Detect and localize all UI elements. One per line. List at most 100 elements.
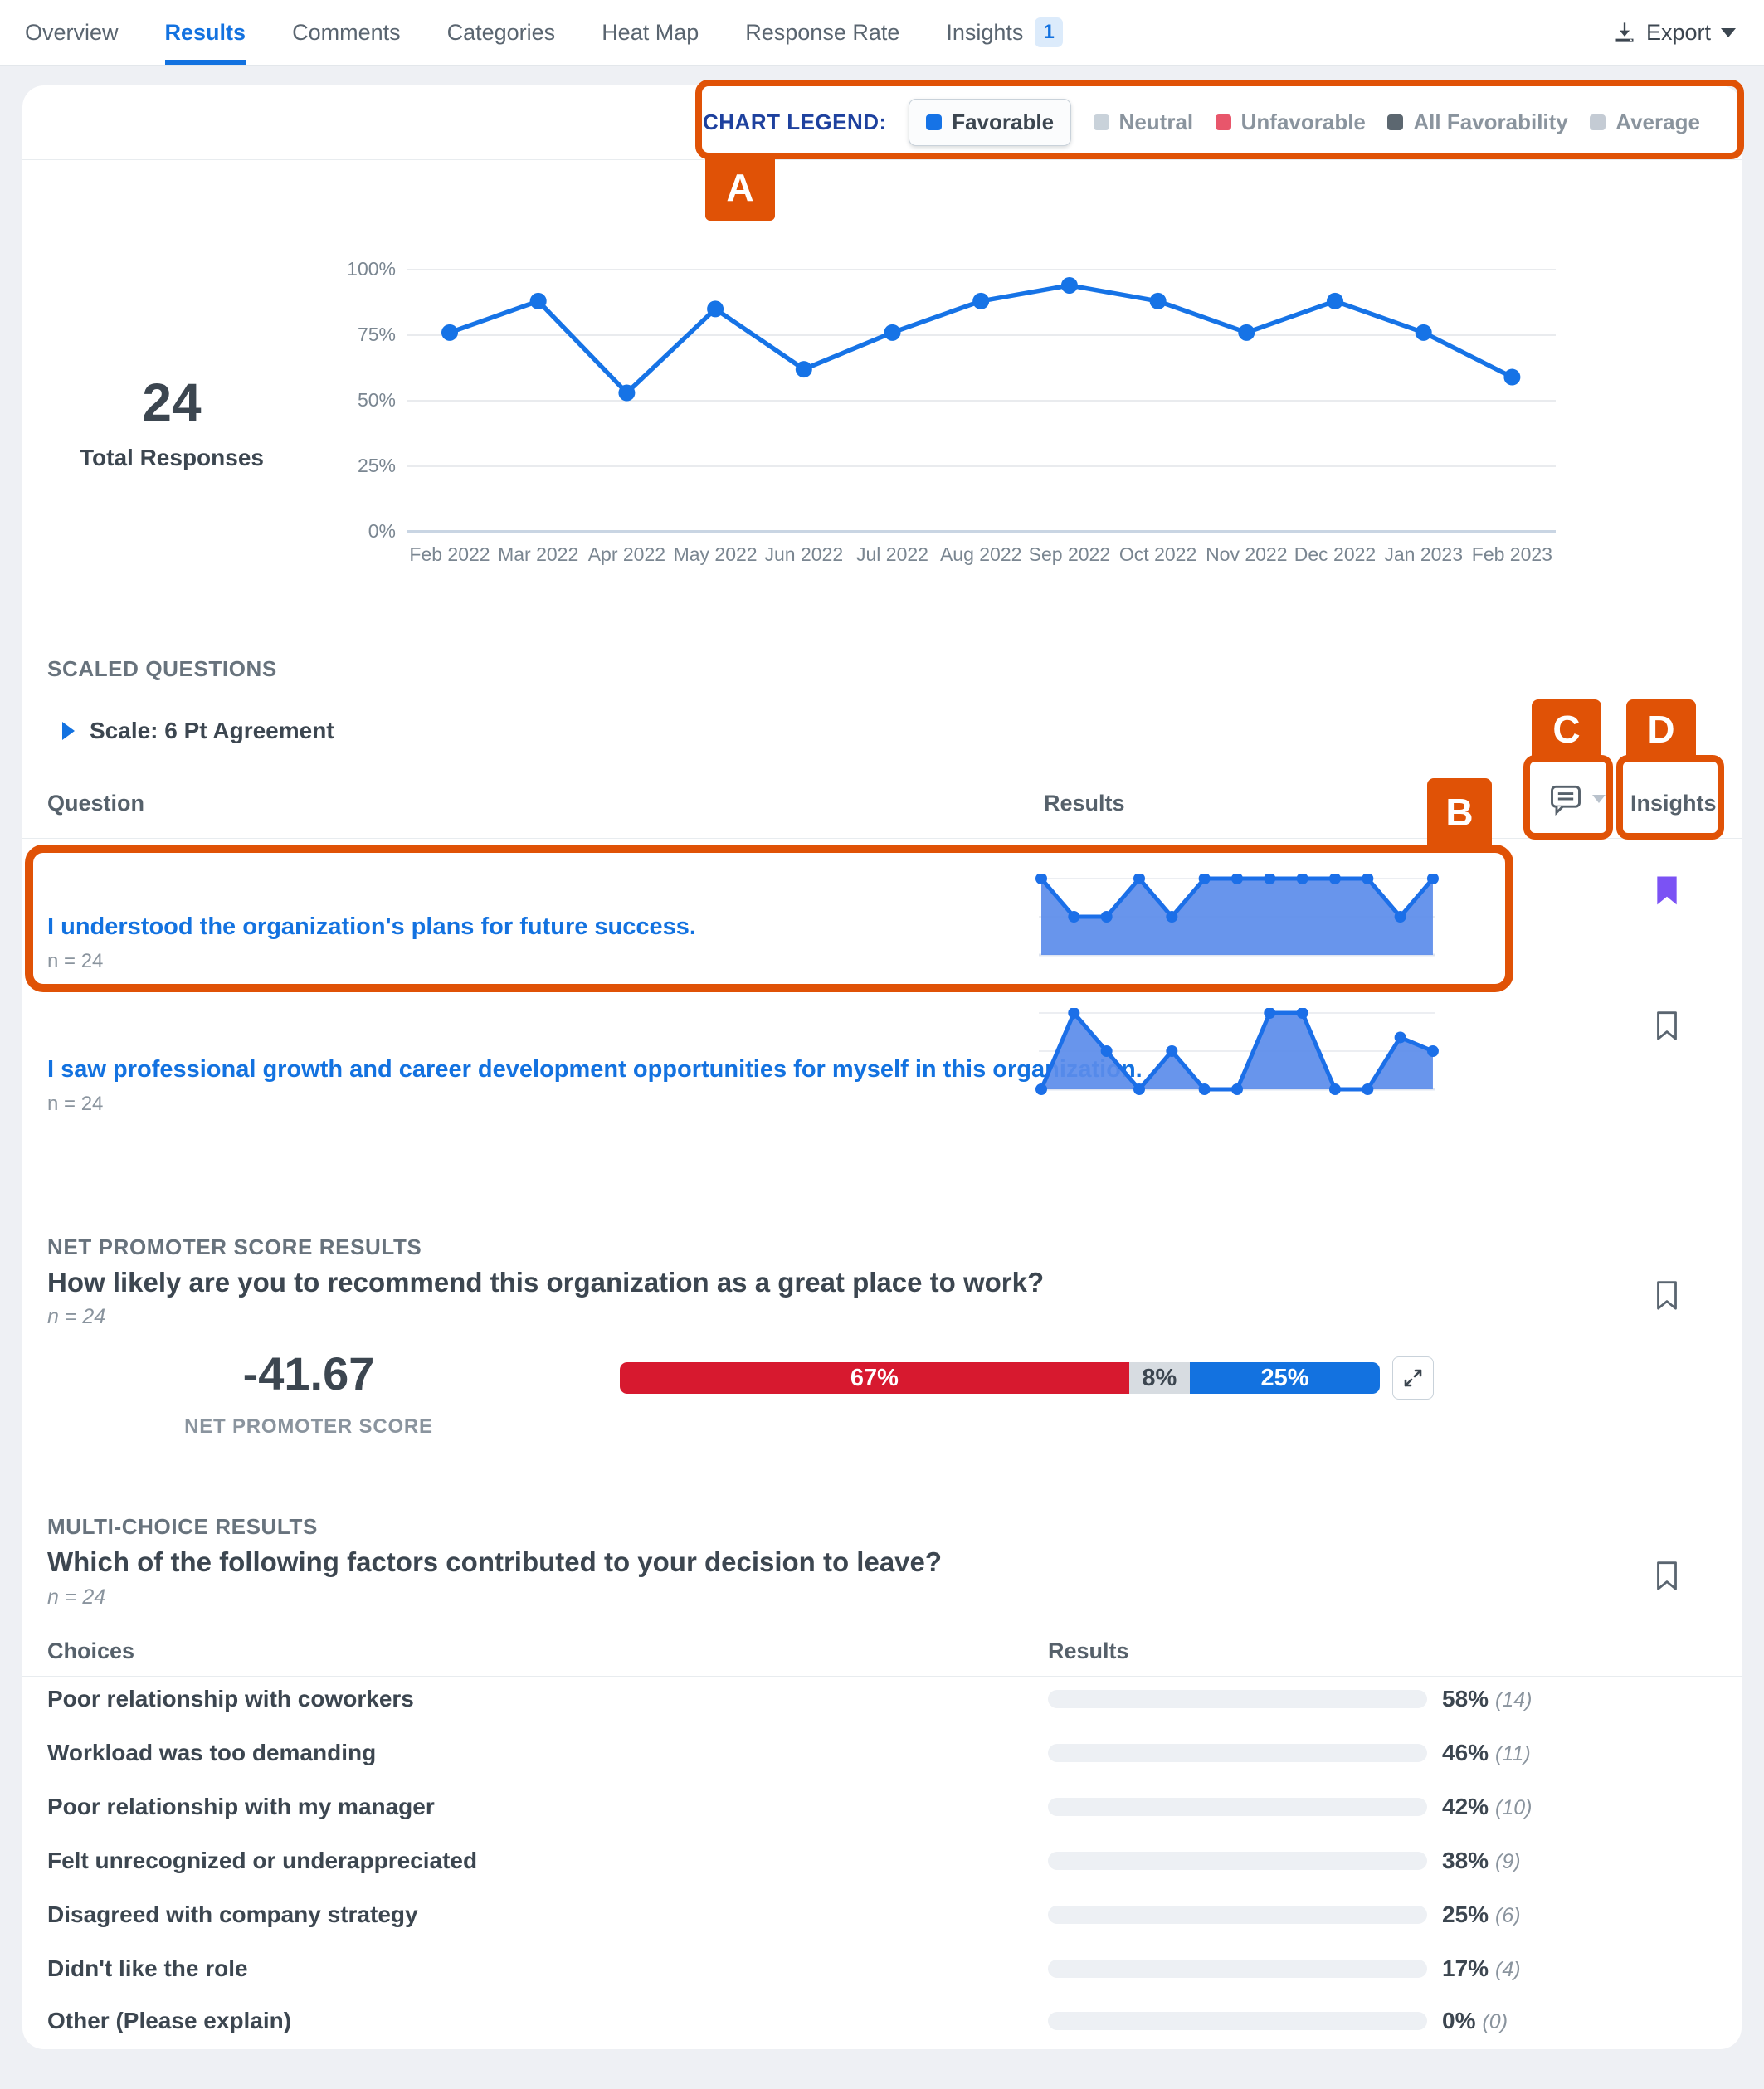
- y-axis-tick: 75%: [357, 324, 396, 345]
- x-axis-tick: Apr 2022: [587, 543, 666, 565]
- legend-favorable-label: Favorable: [952, 110, 1055, 134]
- choice-label: Workload was too demanding: [47, 1740, 377, 1765]
- choice-row: Didn't like the role 17% (4): [22, 1955, 1742, 1982]
- download-icon: [1615, 22, 1634, 42]
- nps-bookmark-outline-icon[interactable]: [1655, 1280, 1679, 1312]
- question-2-n: n = 24: [47, 1093, 104, 1115]
- tab-categories[interactable]: Categories: [447, 0, 556, 65]
- multi-choice-bookmark-outline-icon[interactable]: [1655, 1561, 1679, 1592]
- bookmark-outline-icon[interactable]: [1655, 1010, 1679, 1042]
- question-link-1[interactable]: I understood the organization's plans fo…: [47, 913, 696, 940]
- tab-comments[interactable]: Comments: [292, 0, 401, 65]
- multi-choice-section-title: MULTI-CHOICE RESULTS: [47, 1514, 318, 1539]
- trend-x-axis-labels: Feb 2022 Mar 2022 Apr 2022 May 2022 Jun 2022…: [407, 543, 1560, 568]
- choice-count: (11): [1495, 1742, 1531, 1765]
- annotation-b-outline: [25, 845, 1513, 992]
- results-column-header: Results: [1044, 791, 1125, 816]
- legend-item-average[interactable]: Average: [1590, 110, 1700, 135]
- nps-score-block: -41.67 NET PROMOTER SCORE: [143, 1346, 475, 1439]
- annotation-c-outline: [1523, 755, 1613, 840]
- export-button[interactable]: Export: [1613, 0, 1736, 65]
- question-column-header: Question: [47, 791, 145, 816]
- legend-average-label: Average: [1615, 110, 1700, 134]
- choice-label: Poor relationship with coworkers: [47, 1686, 414, 1712]
- table-header-divider: [22, 838, 1742, 839]
- choice-label: Poor relationship with my manager: [47, 1794, 435, 1819]
- choice-value: 58% (14): [1442, 1687, 1533, 1716]
- x-axis-tick: Sep 2022: [1028, 543, 1111, 565]
- x-axis-tick: Jan 2023: [1384, 543, 1464, 565]
- nps-promoter-segment: 25%: [1189, 1362, 1380, 1394]
- tab-response-rate[interactable]: Response Rate: [745, 0, 899, 65]
- choice-label: Didn't like the role: [47, 1955, 248, 1981]
- expander-triangle-icon: [62, 722, 75, 740]
- bookmark-filled-icon[interactable]: [1655, 875, 1679, 907]
- x-axis-tick: May 2022: [673, 543, 758, 565]
- choice-value: 25% (6): [1442, 1902, 1521, 1931]
- nps-passive-segment: 8%: [1128, 1362, 1190, 1394]
- choice-bar: [1048, 1744, 1427, 1762]
- question-link-2[interactable]: I saw professional growth and career dev…: [47, 1056, 1143, 1083]
- legend-item-unfavorable[interactable]: Unfavorable: [1215, 110, 1366, 135]
- tab-overview[interactable]: Overview: [25, 0, 119, 65]
- comment-icon: [1551, 785, 1581, 816]
- expand-icon: [1404, 1369, 1422, 1387]
- nps-expand-button[interactable]: [1392, 1356, 1434, 1400]
- neutral-swatch-icon: [1093, 114, 1109, 130]
- insights-count-badge: 1: [1035, 17, 1063, 47]
- annotation-d-label: D: [1626, 699, 1696, 759]
- nps-n: n = 24: [47, 1305, 106, 1328]
- choice-value: 17% (4): [1442, 1956, 1521, 1985]
- legend-unfavorable-label: Unfavorable: [1240, 110, 1366, 134]
- choice-count: (9): [1495, 1850, 1521, 1873]
- unfavorable-swatch-icon: [1215, 114, 1231, 130]
- legend-divider: [22, 159, 1742, 160]
- x-axis-tick: Feb 2023: [1471, 543, 1552, 565]
- legend-item-neutral[interactable]: Neutral: [1093, 110, 1194, 135]
- choice-pct: 0%: [1442, 2008, 1476, 2033]
- choice-count: (4): [1495, 1958, 1521, 1981]
- legend-neutral-label: Neutral: [1118, 110, 1194, 134]
- annotation-d-outline: [1616, 755, 1724, 840]
- legend-item-favorable[interactable]: Favorable: [909, 99, 1072, 146]
- choice-pct: 46%: [1442, 1740, 1489, 1765]
- legend-item-all-favorability[interactable]: All Favorability: [1387, 110, 1568, 135]
- nps-section-title: NET PROMOTER SCORE RESULTS: [47, 1234, 422, 1259]
- annotation-c-label: C: [1532, 699, 1601, 759]
- x-axis-tick: Feb 2022: [409, 543, 490, 565]
- x-axis-tick: Jul 2022: [856, 543, 928, 565]
- insights-column-header: Insights: [1630, 791, 1717, 816]
- question-2-sparkline-chart: [1035, 1007, 1439, 1101]
- tab-heat-map[interactable]: Heat Map: [602, 0, 699, 65]
- question-1-n: n = 24: [47, 950, 104, 972]
- choice-label: Other (Please explain): [47, 2008, 292, 2033]
- multi-results-column-header: Results: [1048, 1639, 1129, 1663]
- multi-choice-n: n = 24: [47, 1585, 106, 1609]
- choice-pct: 38%: [1442, 1848, 1489, 1873]
- choice-label: Disagreed with company strategy: [47, 1902, 418, 1927]
- choice-count: (14): [1495, 1688, 1533, 1712]
- favorable-swatch-icon: [926, 114, 943, 130]
- all-favorability-swatch-icon: [1387, 114, 1404, 130]
- choice-pct: 17%: [1442, 1955, 1489, 1981]
- comments-filter-button[interactable]: [1547, 781, 1606, 817]
- scale-expander[interactable]: Scale: 6 Pt Agreement: [62, 718, 334, 744]
- export-caret-icon: [1721, 27, 1736, 37]
- choice-row: Workload was too demanding 46% (11): [22, 1740, 1742, 1766]
- choice-value: 42% (10): [1442, 1794, 1533, 1824]
- choice-label: Felt unrecognized or underappreciated: [47, 1848, 478, 1873]
- x-axis-tick: Nov 2022: [1206, 543, 1288, 565]
- tab-results[interactable]: Results: [164, 0, 246, 65]
- tab-heat-map-label: Heat Map: [602, 19, 699, 45]
- choice-row: Disagreed with company strategy 25% (6): [22, 1902, 1742, 1928]
- x-axis-tick: Jun 2022: [764, 543, 844, 565]
- top-navigation: Overview Results Comments Categories Hea…: [0, 0, 1764, 66]
- chart-legend: CHART LEGEND: Favorable Neutral Unfavora…: [703, 85, 1700, 159]
- nps-stacked-bar: 67% 8% 25%: [620, 1362, 1380, 1394]
- tab-categories-label: Categories: [446, 19, 556, 45]
- choice-pct: 25%: [1442, 1902, 1489, 1927]
- choice-bar: [1048, 2012, 1427, 2030]
- choice-bar: [1048, 1906, 1427, 1924]
- annotation-a-outline: [695, 80, 1744, 159]
- tab-insights[interactable]: Insights 1: [946, 0, 1063, 65]
